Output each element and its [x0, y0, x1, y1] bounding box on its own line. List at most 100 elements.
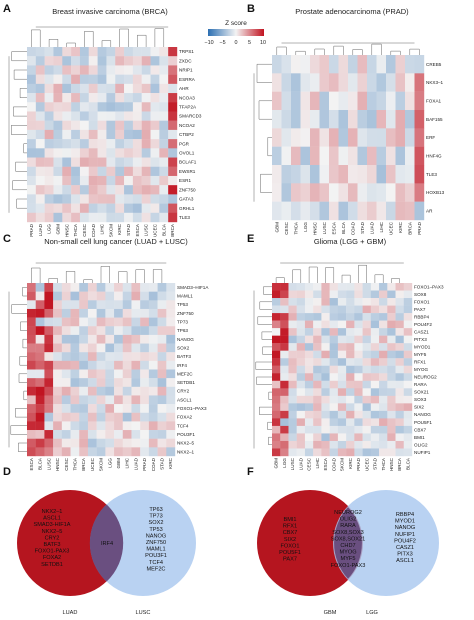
heatmap-cell: [272, 335, 281, 344]
heatmap-cell: [157, 369, 167, 379]
colorbar-tick-1: −5: [219, 40, 225, 46]
heatmap-cell: [280, 410, 289, 419]
heatmap-cell: [71, 157, 81, 167]
heatmap-cell: [379, 290, 388, 299]
heatmap-cell: [159, 102, 169, 112]
venn-gene-label: IRF4: [101, 541, 113, 547]
row-label: FOXO1: [414, 299, 430, 304]
heatmap-cell: [131, 326, 141, 336]
heatmap-cell: [27, 47, 37, 57]
heatmap-cell: [96, 412, 106, 422]
row-label: PGR: [179, 141, 190, 146]
heatmap-cell: [157, 308, 167, 318]
heatmap-cell: [96, 326, 106, 336]
heatmap-cell: [122, 404, 132, 413]
heatmap-cell: [362, 380, 372, 389]
venn-diagram-d: NKX2–1ASCL1SMAD3-HIF1ANKX2–5CRY2BATF3FOX…: [17, 490, 196, 616]
heatmap-cell: [395, 418, 404, 427]
heatmap-cell: [132, 166, 142, 177]
heatmap-cell: [296, 418, 306, 427]
heatmap-cell: [96, 430, 106, 439]
heatmap-cell: [97, 83, 107, 94]
row-label: TCF4: [177, 423, 189, 428]
heatmap-cell: [62, 47, 72, 57]
heatmap-cell: [272, 425, 281, 434]
heatmap-cell: [414, 183, 425, 202]
heatmap-cell: [62, 157, 72, 167]
heatmap-cell: [370, 380, 380, 389]
heatmap-cell: [157, 343, 167, 353]
heatmap-cell: [62, 203, 72, 213]
heatmap-cell: [395, 201, 406, 221]
heatmap-cell: [44, 404, 54, 413]
heatmap-cell: [132, 139, 142, 149]
heatmap-cell: [354, 440, 363, 449]
heatmap-cell: [27, 93, 37, 103]
heatmap-cell: [27, 404, 36, 413]
heatmap-cell: [304, 313, 314, 321]
heatmap-cell: [362, 418, 372, 427]
heatmap-cell: [141, 166, 151, 177]
row-label: CBX7: [414, 427, 426, 432]
heatmap-cell: [296, 365, 306, 374]
heatmap-cell: [150, 120, 160, 131]
heatmap-cell: [27, 352, 36, 362]
column-label: LUSC: [322, 221, 327, 234]
heatmap-cell: [27, 291, 36, 301]
heatmap-cell: [131, 412, 141, 422]
venn-gene-label: POU5F1: [279, 550, 301, 556]
heatmap-cell: [132, 65, 142, 75]
heatmap-cell: [272, 343, 281, 351]
heatmap-cell: [106, 212, 116, 223]
panel-a-title: Breast invasive carcinoma (BRCA): [52, 7, 168, 16]
heatmap-cell: [395, 55, 406, 74]
heatmap-cell: [70, 317, 80, 327]
heatmap-cell: [367, 146, 377, 166]
heatmap-cell: [141, 148, 151, 158]
row-label: MEF2C: [177, 371, 193, 376]
heatmap-cell: [124, 102, 134, 112]
heatmap-cell: [354, 418, 363, 427]
heatmap-cell: [132, 102, 142, 112]
column-label: GBM: [274, 458, 279, 469]
colorbar-gradient: [208, 29, 264, 36]
heatmap-cell: [304, 440, 314, 449]
row-label: CTBP2: [179, 132, 194, 137]
heatmap-cell: [313, 418, 322, 427]
heatmap-cell: [105, 447, 115, 457]
heatmap-cell: [354, 358, 363, 366]
column-label: UCEC: [388, 221, 393, 235]
heatmap-cell: [159, 93, 169, 103]
heatmap-cell: [288, 448, 297, 457]
heatmap-cell: [288, 365, 297, 374]
heatmap-cell: [122, 317, 132, 327]
heatmap-cell: [53, 395, 63, 405]
column-label: SKCM: [340, 458, 345, 471]
row-label: HNF4G: [426, 153, 442, 158]
heatmap-cell: [157, 421, 167, 431]
heatmap-cell: [70, 386, 80, 396]
heatmap-cell: [70, 404, 80, 413]
panel-letter-c: C: [3, 233, 11, 245]
heatmap-cell: [362, 410, 372, 419]
heatmap-cell: [140, 308, 150, 318]
heatmap-cell: [337, 298, 347, 306]
heatmap-cell: [35, 430, 45, 439]
heatmap-cell: [96, 421, 106, 431]
row-label: ZNF750: [177, 311, 194, 316]
row-label: FOXO1–PAX3: [177, 406, 207, 411]
row-label: SOX3: [414, 397, 427, 402]
heatmap-cell: [346, 418, 355, 427]
heatmap-cell: [35, 404, 45, 413]
heatmap-cell: [53, 447, 63, 457]
heatmap-cell: [35, 447, 45, 457]
heatmap-cell: [140, 326, 150, 336]
row-label: EWSR1: [179, 169, 196, 174]
heatmap-cell: [35, 360, 45, 370]
heatmap-cell: [346, 328, 355, 336]
venn-gene-label: CBX7: [283, 530, 298, 536]
heatmap-cell: [114, 395, 123, 405]
heatmap-cell: [79, 343, 89, 353]
heatmap-cell: [379, 410, 388, 419]
row-label: SOX8: [414, 292, 427, 297]
